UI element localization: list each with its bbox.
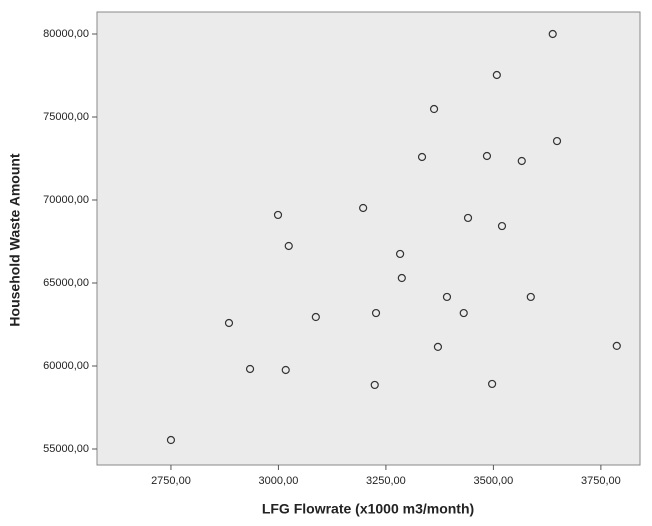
point (548, 29, 557, 39)
point (166, 435, 176, 445)
point (429, 104, 439, 114)
point (517, 156, 526, 166)
point (273, 210, 283, 220)
x-tick-label: 3750,00 (581, 475, 621, 487)
point (359, 203, 368, 213)
point (281, 365, 290, 375)
point (395, 249, 405, 259)
y-tick-label: 65000,00 (43, 277, 89, 289)
y-axis-title: Household Waste Amount (7, 153, 23, 327)
point (370, 380, 379, 390)
y-tick-label: 60000,00 (43, 360, 89, 372)
x-tick-label: 3000,00 (259, 475, 299, 487)
point (612, 341, 621, 351)
point (459, 308, 468, 318)
plot-area (96, 11, 641, 466)
point (417, 152, 427, 162)
x-axis-title: LFG Flowrate (x1000 m3/month) (262, 501, 474, 517)
point (371, 308, 381, 318)
point (526, 292, 535, 302)
point (492, 70, 501, 80)
point (311, 312, 320, 322)
point (488, 379, 497, 389)
point (245, 364, 255, 374)
point (482, 151, 492, 161)
point (463, 213, 473, 223)
y-tick-label: 70000,00 (43, 194, 89, 206)
y-tick-label: 80000,00 (43, 28, 89, 40)
y-tick-label: 55000,00 (43, 443, 89, 455)
x-tick-label: 3250,00 (366, 475, 406, 487)
y-tick-label: 75000,00 (43, 111, 89, 123)
point (552, 136, 562, 146)
x-tick-label: 2750,00 (151, 475, 191, 487)
point (442, 292, 452, 302)
point (497, 221, 507, 231)
point (397, 273, 406, 283)
point (224, 318, 234, 328)
point (433, 342, 443, 352)
x-tick-label: 3500,00 (474, 475, 514, 487)
point (284, 241, 293, 251)
